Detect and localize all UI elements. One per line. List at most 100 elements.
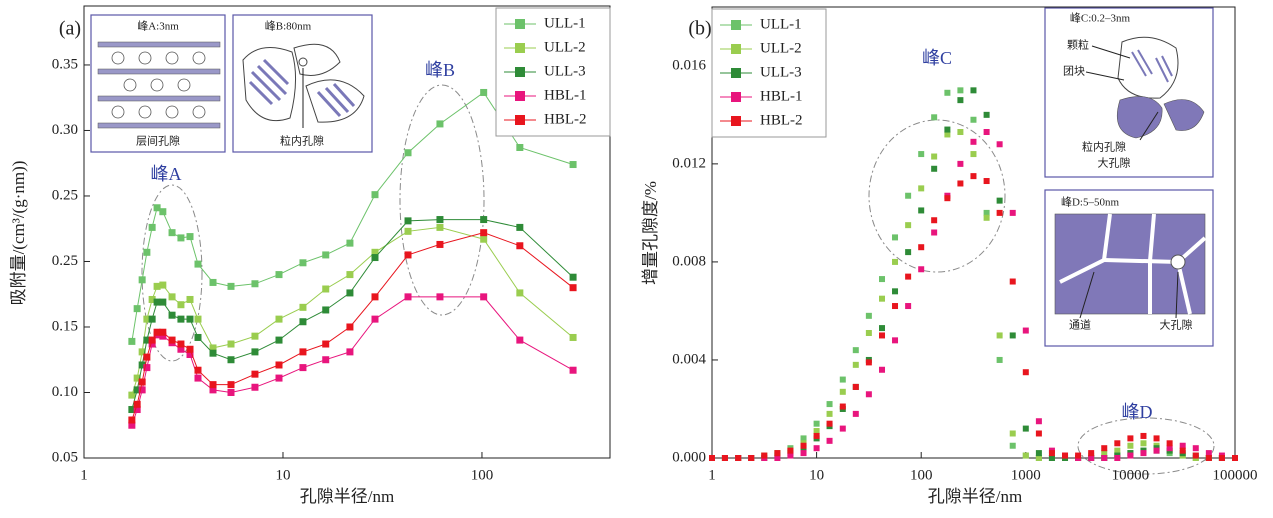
point <box>1114 455 1121 461</box>
legend-label: HBL-1 <box>760 88 803 104</box>
y-tick-label: 0.05 <box>52 449 78 465</box>
point <box>371 254 379 262</box>
plot-frame <box>83 5 611 459</box>
point <box>371 293 379 301</box>
point <box>996 209 1003 216</box>
point <box>251 280 259 288</box>
y-tick-label: 0.10 <box>52 384 78 400</box>
point <box>852 347 859 354</box>
point <box>159 332 167 340</box>
point <box>944 195 951 202</box>
point <box>813 445 820 452</box>
point <box>983 129 990 136</box>
point <box>227 282 235 290</box>
point <box>143 364 151 372</box>
point <box>905 249 912 256</box>
point <box>143 248 151 256</box>
point <box>1035 418 1042 425</box>
point <box>159 298 167 306</box>
inset-label: 粒内孔隙 <box>1082 140 1126 154</box>
legend-swatch <box>515 67 525 77</box>
point <box>839 425 846 432</box>
point <box>168 336 176 344</box>
point <box>892 288 899 295</box>
point <box>133 374 141 382</box>
point <box>480 293 488 301</box>
point <box>516 223 524 231</box>
annotation: 峰B <box>425 60 455 80</box>
point <box>177 345 185 353</box>
x-axis-title: 孔隙半径/nm <box>300 487 394 506</box>
inset-label: 大孔隙 <box>1098 156 1131 170</box>
point <box>1088 450 1095 457</box>
y-tick-label: 0.30 <box>52 122 78 138</box>
point <box>251 383 259 391</box>
point <box>138 361 146 369</box>
y-tick-label: 0.000 <box>672 449 706 465</box>
point <box>931 153 938 160</box>
point <box>128 391 136 399</box>
point <box>983 111 990 118</box>
y-tick-label: 0.016 <box>672 57 706 73</box>
point <box>983 209 990 216</box>
point <box>931 114 938 121</box>
point <box>322 356 330 364</box>
point <box>709 455 715 461</box>
point <box>892 337 899 344</box>
point <box>404 293 412 301</box>
point <box>852 361 859 368</box>
point <box>138 386 146 394</box>
point <box>944 89 951 96</box>
inset-label: 大孔隙 <box>1160 318 1193 332</box>
point <box>569 333 577 341</box>
point <box>346 239 354 247</box>
point <box>275 361 283 369</box>
point <box>148 295 156 303</box>
point <box>251 370 259 378</box>
point <box>1035 455 1042 461</box>
point <box>996 141 1003 148</box>
point <box>1048 455 1055 461</box>
series-line <box>131 296 574 426</box>
peak-outline <box>1077 417 1215 475</box>
point <box>839 403 846 410</box>
point <box>133 386 141 394</box>
point <box>957 87 964 94</box>
point <box>128 406 136 414</box>
inset: 峰D:5–50nm 通道 大孔隙 <box>1044 189 1214 347</box>
point <box>813 428 820 435</box>
point <box>839 388 846 395</box>
inset-title: 峰C:0.2–3nm <box>1070 12 1131 25</box>
point <box>1048 450 1055 457</box>
legend-swatch <box>731 116 741 126</box>
point <box>1218 455 1225 461</box>
point <box>879 295 886 302</box>
point <box>1153 435 1160 442</box>
point <box>404 251 412 259</box>
point <box>209 344 217 352</box>
point <box>209 349 217 357</box>
point <box>569 284 577 292</box>
inset-label: 团块 <box>1063 65 1085 78</box>
point <box>1075 452 1082 459</box>
point <box>879 325 886 332</box>
point <box>918 151 925 158</box>
point <box>275 271 283 279</box>
point <box>299 303 307 311</box>
point <box>371 315 379 323</box>
point <box>159 281 167 289</box>
point <box>148 315 156 323</box>
point <box>957 129 964 136</box>
point <box>970 151 977 158</box>
point <box>168 293 176 301</box>
point <box>153 298 161 306</box>
y-tick-label: 0.35 <box>52 56 78 72</box>
legend-label: ULL-2 <box>760 40 802 56</box>
point <box>299 348 307 356</box>
point <box>774 450 781 457</box>
point <box>774 455 781 461</box>
legend-label: HBL-1 <box>544 87 587 103</box>
point <box>787 452 794 459</box>
legend-swatch <box>731 92 741 102</box>
